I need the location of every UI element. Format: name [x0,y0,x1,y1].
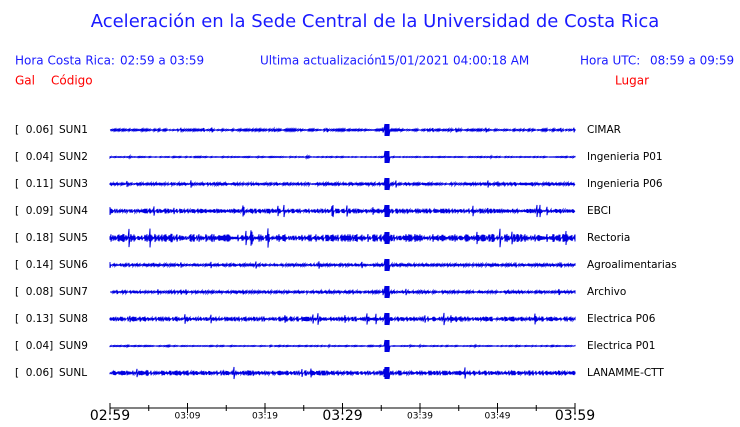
waveform [109,228,576,248]
station-place: Ingenieria P06 [587,178,663,190]
code-header: Código [51,74,93,88]
station-code: SUN8 [59,313,88,325]
station-code: SUN2 [59,151,88,163]
gal-value: [ 0.09] [15,205,53,217]
time-tick-label: 03:29 [322,408,362,423]
title: Aceleración en la Sede Central de la Uni… [91,11,660,32]
waveform [109,312,576,326]
station-place: Agroalimentarias [587,259,677,271]
station-place: Rectoria [587,232,630,244]
waveform [110,285,576,299]
gal-value: [ 0.04] [15,340,53,352]
station-code: SUN4 [59,205,88,217]
station-place: LANAMME-CTT [587,367,664,379]
time-tick-label: 03:49 [485,412,511,422]
time-tick-label: 03:19 [252,412,278,422]
time-tick-label: 02:59 [90,408,130,423]
gal-value: [ 0.14] [15,259,53,271]
station-code: SUN9 [59,340,88,352]
gal-header: Gal [15,74,35,88]
time-tick-label: 03:39 [407,412,433,422]
utc-label: Hora UTC: [580,54,640,68]
waveform [109,339,576,353]
gal-value: [ 0.08] [15,286,53,298]
gal-value: [ 0.13] [15,313,53,325]
utc-range: 08:59 a 09:59 [650,54,734,68]
time-tick-label: 03:59 [555,408,595,423]
station-place: Ingenieria P01 [587,151,663,163]
waveform [109,150,576,164]
station-place: Electrica P06 [587,313,656,325]
station-code: SUN1 [59,124,88,136]
local-range: 02:59 a 03:59 [120,54,204,68]
update-label: Ultima actualización: [260,54,386,68]
station-code: SUN3 [59,178,88,190]
time-tick-label: 03:09 [175,412,201,422]
station-place: Electrica P01 [587,340,655,352]
station-code: SUN7 [59,286,88,298]
waveform [109,204,576,218]
gal-value: [ 0.11] [15,178,53,190]
waveform [109,123,576,137]
gal-value: [ 0.18] [15,232,53,244]
gal-value: [ 0.06] [15,367,53,379]
waveform [109,258,576,272]
update-time: 15/01/2021 04:00:18 AM [380,54,529,68]
station-code: SUN6 [59,259,88,271]
waveform [109,177,576,191]
station-code: SUN5 [59,232,88,244]
waveform [109,366,576,380]
gal-value: [ 0.06] [15,124,53,136]
place-header: Lugar [615,74,649,88]
station-place: EBCI [587,205,611,217]
local-label: Hora Costa Rica: [15,54,115,68]
station-code: SUNL [59,367,87,379]
station-place: Archivo [587,286,626,298]
station-place: CIMAR [587,124,621,136]
gal-value: [ 0.04] [15,151,53,163]
